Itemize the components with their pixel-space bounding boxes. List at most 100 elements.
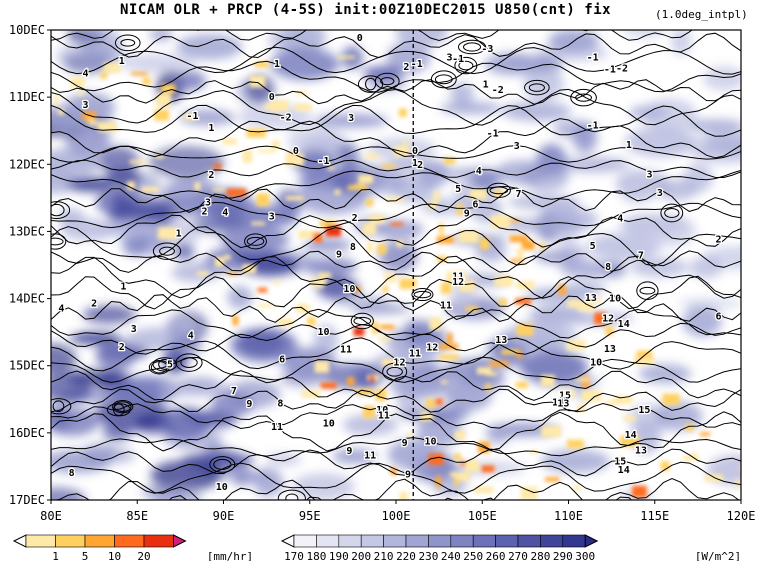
olr-patch	[172, 71, 207, 91]
olr-colorbar-label: 190	[329, 550, 349, 561]
olr-colorbar-label: 290	[553, 550, 573, 561]
precip-patch	[352, 286, 361, 292]
contour-label: -2	[280, 112, 292, 123]
contour-label: 10	[590, 357, 602, 368]
precip-patch	[213, 163, 222, 170]
olr-patch	[501, 101, 572, 121]
olr-patch	[239, 329, 285, 355]
contour-label: -2	[616, 63, 628, 74]
contour-label: 12	[426, 343, 438, 354]
contour-label: 3	[446, 53, 452, 64]
prcp-colorbar-swatch	[25, 534, 56, 548]
precip-patch	[567, 300, 580, 308]
contour-line	[51, 337, 741, 372]
contour-ring	[524, 79, 550, 96]
contour-label: 10	[424, 437, 436, 448]
contour-label: 10	[323, 418, 335, 429]
olr-colorbar-label: 200	[351, 550, 371, 561]
precip-patch	[449, 472, 469, 477]
contour-ring	[374, 72, 400, 90]
precip-patch	[258, 149, 277, 153]
precip-patch	[251, 221, 265, 226]
olr-patch	[227, 285, 253, 310]
precip-patch	[447, 333, 453, 344]
contour-label: 7	[638, 251, 644, 262]
contour-line	[51, 411, 741, 452]
y-tick-label: 12DEC	[9, 157, 45, 171]
contour-ring	[114, 34, 141, 52]
olr-patch	[176, 33, 243, 60]
contour-ring	[458, 60, 474, 71]
contour-line	[51, 293, 741, 323]
contour-ring	[636, 281, 659, 301]
precip-patch	[196, 271, 209, 276]
contour-line	[51, 46, 741, 75]
x-tick-label: 105E	[468, 509, 497, 523]
precip-patch	[465, 306, 479, 312]
precip-patch	[574, 378, 591, 382]
contour-label: 14	[618, 465, 630, 476]
precip-patch	[641, 357, 650, 362]
precip-patch	[566, 439, 584, 449]
precip-patch	[314, 360, 329, 373]
precip-patch	[545, 477, 560, 482]
precip-patch	[258, 304, 275, 308]
contour-ring	[430, 70, 457, 89]
olr-colorbar: 170 180 190 200 210 220 230 240 250 260 270 280 290 3…	[280, 534, 741, 561]
olr-patch	[171, 262, 221, 283]
olr-colorbar-label: 210	[374, 550, 394, 561]
olr-colorbar-label: 230	[418, 550, 438, 561]
contour-ring	[52, 400, 65, 413]
contour-ring	[51, 237, 64, 246]
prcp-colorbar-swatch	[114, 534, 145, 548]
precip-patch	[454, 430, 466, 440]
olr-colorbar-label: 180	[306, 550, 326, 561]
contour-label: 13	[557, 398, 569, 409]
olr-patch	[316, 276, 360, 301]
olr-colorbar-label: 270	[508, 550, 528, 561]
precip-patch	[54, 93, 59, 105]
contour-line	[51, 356, 741, 384]
precip-patch	[521, 240, 535, 250]
contour-line	[51, 226, 741, 267]
precip-patch	[420, 411, 434, 422]
precip-patch	[613, 396, 633, 404]
contour-line	[51, 448, 741, 477]
precip-patch	[494, 189, 503, 196]
u850-contours	[51, 30, 741, 500]
precip-patch	[439, 343, 459, 350]
olr-patch	[265, 453, 302, 466]
olr-colorbar-label: 300	[575, 550, 595, 561]
x-tick-label: 90E	[213, 509, 235, 523]
olr-patch	[165, 314, 194, 341]
precip-patch	[246, 128, 266, 138]
contour-label: 3	[269, 212, 275, 223]
contour-line	[51, 159, 741, 179]
precip-patch	[529, 449, 538, 454]
olr-patch	[630, 257, 689, 278]
olr-patch	[111, 376, 181, 403]
contour-label: 14	[625, 430, 637, 441]
olr-patch	[152, 485, 202, 500]
prcp-colorbar-left-arrow	[12, 534, 27, 548]
prcp-colorbar-unit: [mm/hr]	[207, 550, 253, 561]
y-tick-label: 16DEC	[9, 426, 45, 440]
olr-patch	[417, 413, 462, 448]
olr-patch	[631, 420, 661, 454]
contour-line	[51, 213, 741, 249]
contour-label: 13	[495, 335, 507, 346]
x-tick-label: 115E	[640, 509, 669, 523]
precip-patch	[439, 223, 444, 235]
contour-label: 10	[376, 405, 388, 416]
contour-label: 2	[716, 234, 722, 245]
prcp-colorbar-swatch	[84, 534, 115, 548]
contour-label: 10	[318, 327, 330, 338]
olr-colorbar-label: 280	[530, 550, 550, 561]
contour-label: 12	[393, 357, 405, 368]
contour-label: 9	[346, 446, 352, 457]
contour-label: 1	[412, 158, 418, 169]
olr-patch	[523, 67, 564, 101]
prcp-colorbar-label: 20	[137, 550, 150, 561]
contour-ring	[575, 93, 592, 102]
olr-patch	[82, 305, 136, 324]
